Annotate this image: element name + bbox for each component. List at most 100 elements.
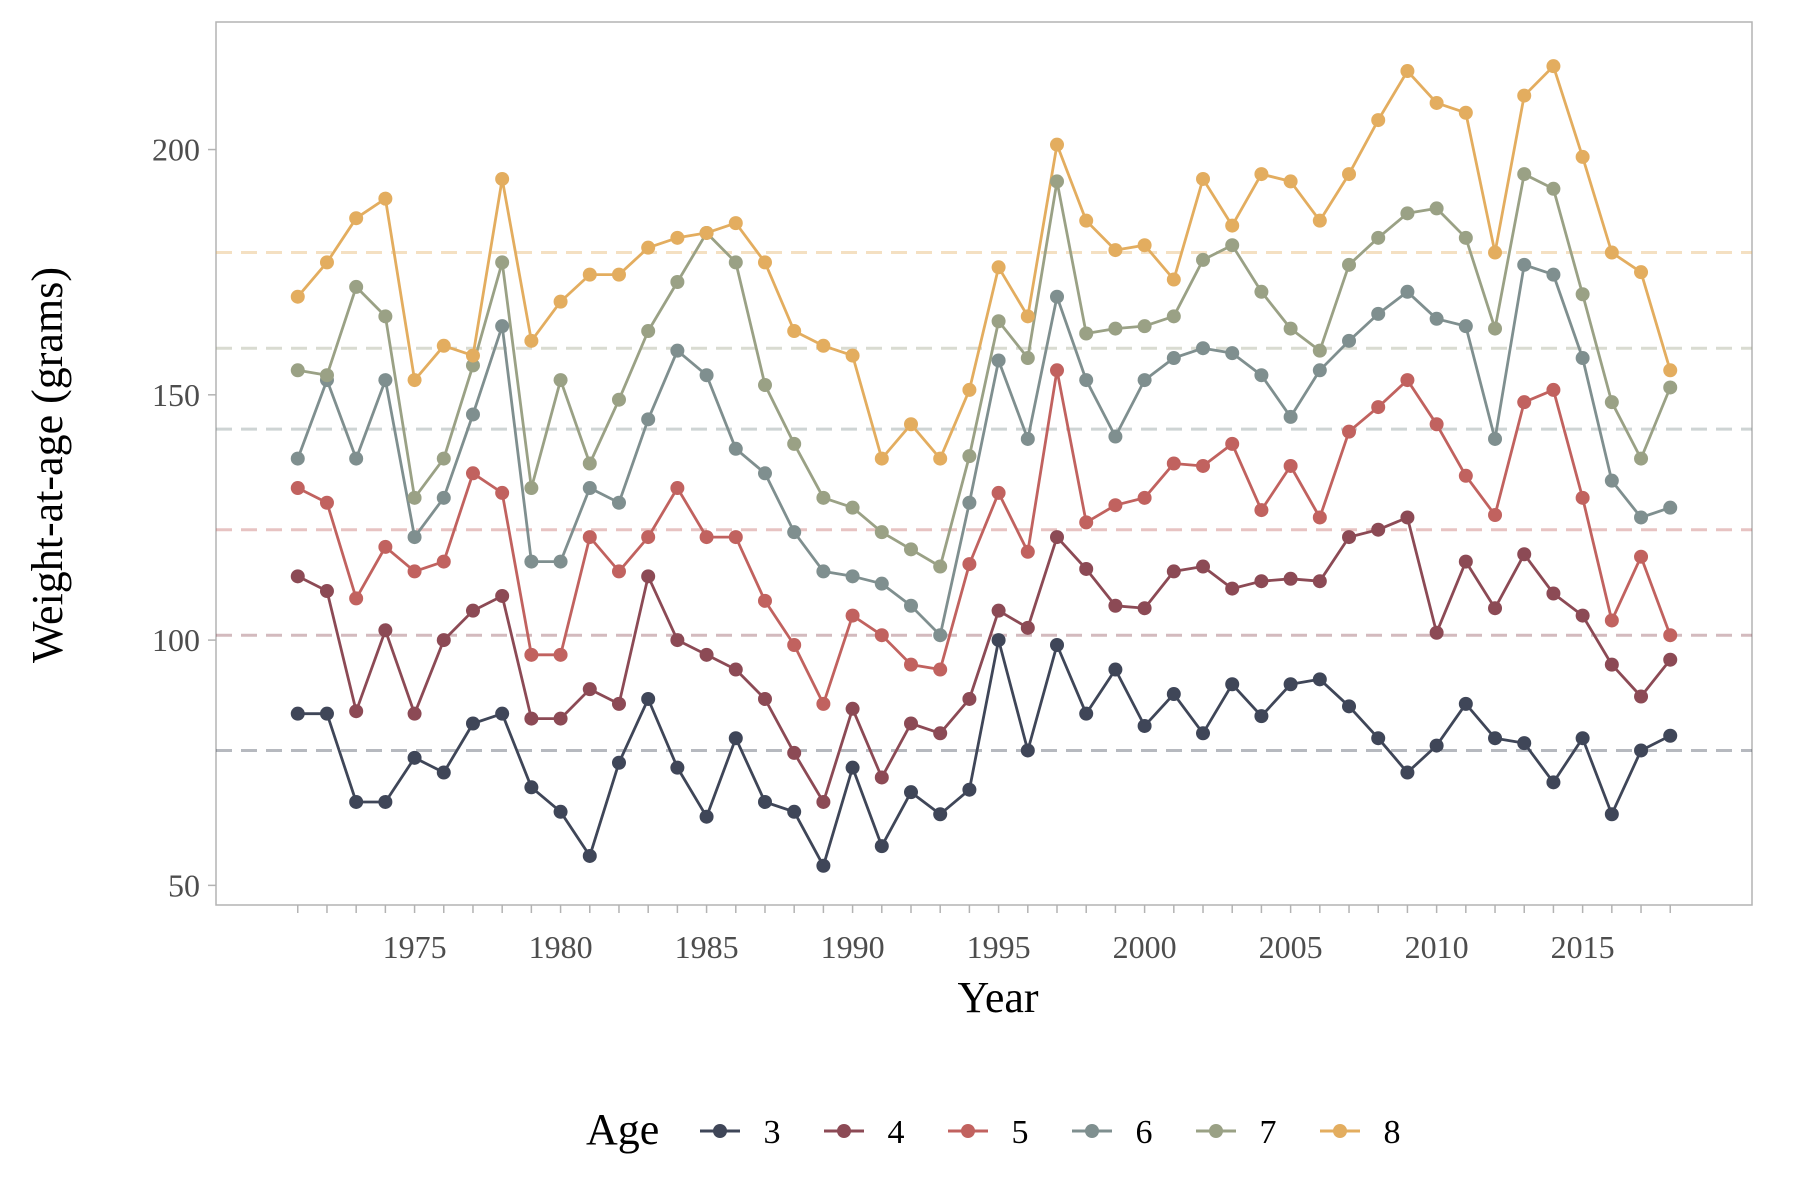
point-age-8-2012 (1488, 245, 1503, 260)
point-age-3-1971 (290, 706, 305, 721)
point-age-3-1975 (407, 750, 422, 765)
point-age-4-1988 (787, 745, 802, 760)
point-age-7-1982 (611, 392, 626, 407)
point-age-5-2006 (1312, 510, 1327, 525)
point-age-5-2009 (1400, 373, 1415, 388)
series-line-age-5 (297, 368, 1672, 706)
point-age-5-1973 (349, 591, 364, 606)
point-age-7-1973 (349, 279, 364, 294)
point-age-4-1973 (349, 704, 364, 719)
legend-key-age-5: 5 (948, 1114, 1029, 1151)
legend-key-age-7: 7 (1196, 1114, 1277, 1151)
point-age-3-2014 (1546, 775, 1561, 790)
point-age-5-1978 (495, 485, 510, 500)
point-age-6-2008 (1371, 306, 1386, 321)
y-tick-label: 50 (168, 867, 200, 903)
point-age-6-2001 (1166, 351, 1181, 366)
point-age-4-2005 (1283, 571, 1298, 586)
point-age-3-1983 (641, 691, 656, 706)
point-age-5-2013 (1517, 395, 1532, 410)
point-age-7-1984 (670, 274, 685, 289)
point-age-8-1975 (407, 373, 422, 388)
point-age-8-2016 (1604, 245, 1619, 260)
point-age-5-1984 (670, 481, 685, 496)
point-age-4-1997 (1050, 530, 1065, 545)
point-age-7-2015 (1575, 287, 1590, 302)
y-tick-label: 200 (152, 132, 200, 168)
point-age-4-2018 (1663, 652, 1678, 667)
point-age-5-2003 (1225, 436, 1240, 451)
point-age-6-1981 (582, 481, 597, 496)
point-age-8-1991 (874, 451, 889, 466)
point-age-6-1983 (641, 412, 656, 427)
legend-label-age-6: 6 (1136, 1114, 1153, 1151)
legend-label-age-5: 5 (1012, 1114, 1029, 1151)
point-age-5-2017 (1634, 549, 1649, 564)
point-age-5-1985 (699, 530, 714, 545)
point-age-4-1985 (699, 647, 714, 662)
y-axis: 50 100 150 200 (152, 132, 216, 903)
point-age-3-1984 (670, 760, 685, 775)
point-age-7-2000 (1137, 319, 1152, 334)
x-tick-label: 1975 (383, 929, 447, 965)
point-age-3-2005 (1283, 677, 1298, 692)
point-age-5-2011 (1458, 468, 1473, 483)
point-age-6-2016 (1604, 473, 1619, 488)
point-age-5-1996 (1020, 544, 1035, 559)
point-age-7-1979 (524, 481, 539, 496)
point-age-7-1995 (991, 314, 1006, 329)
point-age-5-2014 (1546, 382, 1561, 397)
point-age-4-1980 (553, 711, 568, 726)
point-age-5-1989 (816, 696, 831, 711)
point-age-6-2005 (1283, 409, 1298, 424)
point-age-3-1996 (1020, 743, 1035, 758)
point-age-5-2010 (1429, 417, 1444, 432)
point-age-7-1993 (933, 559, 948, 574)
point-age-6-1999 (1108, 429, 1123, 444)
point-age-6-1985 (699, 368, 714, 383)
point-age-4-1976 (436, 633, 451, 648)
legend-label-age-7: 7 (1260, 1114, 1277, 1151)
point-age-8-1987 (757, 255, 772, 270)
point-age-7-2012 (1488, 321, 1503, 336)
point-age-3-2007 (1342, 699, 1357, 714)
point-age-4-2009 (1400, 510, 1415, 525)
point-age-8-2014 (1546, 59, 1561, 74)
point-age-6-2011 (1458, 319, 1473, 334)
point-age-8-1977 (465, 348, 480, 363)
point-age-4-1991 (874, 770, 889, 785)
point-age-6-1991 (874, 576, 889, 591)
point-age-6-2012 (1488, 431, 1503, 446)
point-age-7-1998 (1079, 326, 1094, 341)
point-age-7-1990 (845, 500, 860, 515)
point-age-5-1992 (903, 657, 918, 672)
legend-title: Age (586, 1105, 659, 1154)
panel-border (215, 21, 1753, 906)
point-age-6-2006 (1312, 363, 1327, 378)
legend-point-age-5 (961, 1124, 975, 1138)
point-age-3-1973 (349, 794, 364, 809)
point-age-8-1972 (319, 255, 334, 270)
point-age-8-1992 (903, 417, 918, 432)
point-age-4-1978 (495, 588, 510, 603)
point-age-8-2009 (1400, 64, 1415, 79)
point-age-6-1980 (553, 554, 568, 569)
point-age-5-1998 (1079, 515, 1094, 530)
point-age-5-1974 (378, 539, 393, 554)
x-tick-label: 2000 (1113, 929, 1177, 965)
point-age-8-1998 (1079, 213, 1094, 228)
point-age-7-2018 (1663, 380, 1678, 395)
point-age-7-1991 (874, 525, 889, 540)
point-age-7-2009 (1400, 206, 1415, 221)
point-age-3-2017 (1634, 743, 1649, 758)
point-age-8-1994 (962, 382, 977, 397)
point-age-8-1981 (582, 267, 597, 282)
point-age-6-1993 (933, 628, 948, 643)
point-age-4-1971 (290, 569, 305, 584)
point-age-3-1991 (874, 839, 889, 854)
point-age-4-1993 (933, 726, 948, 741)
point-age-4-2008 (1371, 522, 1386, 537)
point-age-6-1977 (465, 407, 480, 422)
point-age-8-1995 (991, 260, 1006, 275)
point-age-6-2002 (1196, 341, 1211, 356)
